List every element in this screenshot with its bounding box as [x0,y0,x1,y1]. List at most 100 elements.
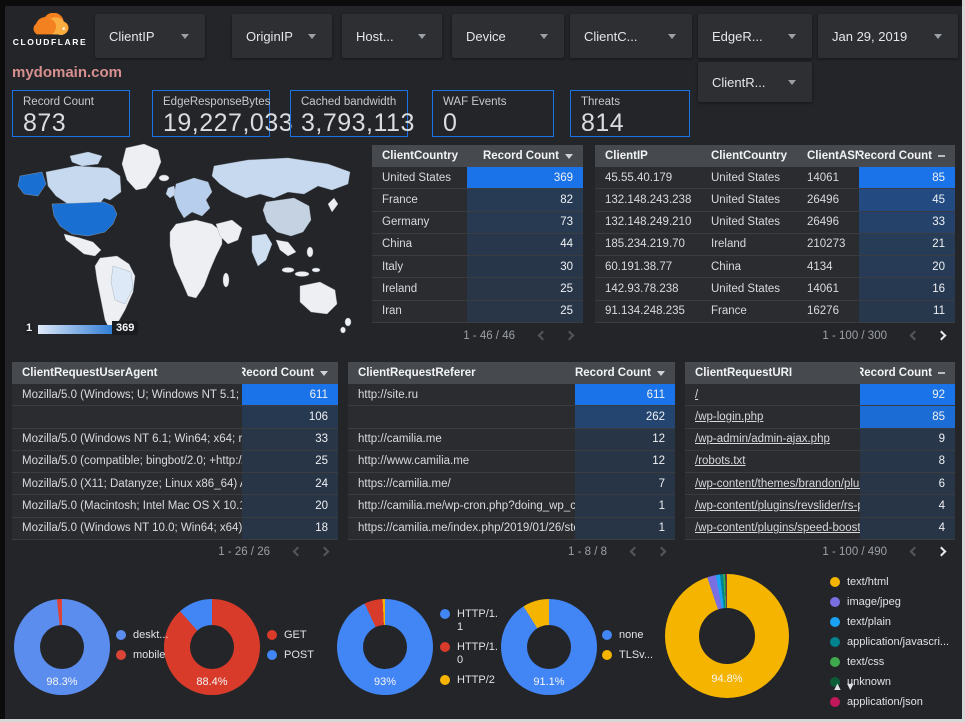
map-region-russia[interactable] [211,157,351,199]
column-header[interactable]: Record Count [860,367,955,379]
table-row[interactable]: 142.93.78.238 United States 14061 16 [595,278,955,301]
table-row[interactable]: Germany 73 [372,211,583,234]
table-row[interactable]: https://camilia.me/7 [348,473,675,496]
table-row[interactable]: http://camilia.me 12 [348,428,675,451]
column-header[interactable]: Record Count [859,150,955,162]
table-row[interactable]: http://site.ru 611 [348,384,675,407]
map-region-uk-ireland[interactable] [165,185,177,199]
table-row[interactable]: France 82 [372,189,583,212]
column-header[interactable]: ClientASN [807,150,859,162]
table-row[interactable]: United States 369 [372,167,583,190]
column-header[interactable]: ClientCountry [382,150,459,162]
table-row[interactable]: Mozilla/5.0 (X11; Datanyze; Linux x86_64… [12,473,338,496]
table-row[interactable]: /wp-content/plugins/speed-booste... 4 [685,517,955,540]
uri-link[interactable]: /wp-login.php [695,410,764,423]
chevron-right-icon[interactable] [564,330,575,341]
table-row[interactable]: Mozilla/5.0 (Windows; U; Windows NT 5.1;… [12,384,338,407]
table-row[interactable]: 91.134.248.235 France 16276 11 [595,300,955,323]
column-header[interactable]: ClientRequestReferer [358,367,476,379]
table-row[interactable]: / 92 [685,384,955,407]
uri-link[interactable]: /robots.txt [695,455,746,468]
chevron-left-icon[interactable] [629,546,640,557]
table-row[interactable]: http://camilia.me/wp-cron.php?doing_wp_c… [348,495,675,518]
table-row[interactable]: Mozilla/5.0 (Windows NT 10.0; Win64; x64… [12,517,338,540]
date-filter[interactable]: Jan 29, 2019 [818,14,958,58]
table-row[interactable]: /wp-content/plugins/revslider/rs-p... 4 [685,495,955,518]
map-region-madagascar[interactable] [222,272,230,288]
map-region-indonesia-2[interactable] [294,271,310,277]
uri-link[interactable]: / [695,388,699,401]
table-row[interactable]: Mozilla/5.0 (Macintosh; Intel Mac OS X 1… [12,495,338,518]
map-region-indonesia-1[interactable] [281,267,295,273]
column-header[interactable]: ClientCountry [711,150,788,162]
map-region-mexico[interactable] [63,233,102,257]
map-region-philippines[interactable] [306,246,314,258]
table-row[interactable]: Iran 25 [372,300,583,323]
world-map[interactable] [10,142,372,346]
table-row[interactable]: Mozilla/5.0 (Windows NT 6.1; Win64; x64;… [12,428,338,451]
uri-link[interactable]: /wp-admin/admin-ajax.php [695,433,830,446]
filter-originip[interactable]: OriginIP [232,14,332,58]
filter-clientrequest[interactable]: ClientR... [698,62,812,102]
protocol-donut-chart[interactable]: 93% [337,599,433,695]
table-row[interactable]: 262 [348,406,675,429]
method-donut-chart[interactable]: 88.4% [164,599,260,695]
uri-link[interactable]: /wp-content/themes/brandon/plu... [695,477,860,490]
map-region-china[interactable] [262,197,312,237]
content-type-donut-chart[interactable]: 94.8% [665,574,789,698]
chevron-left-icon[interactable] [292,546,303,557]
map-region-middle-east[interactable] [215,219,243,245]
tls-donut-chart[interactable]: 91.1% [501,599,597,695]
table-row[interactable]: 132.148.249.210 United States 26496 33 [595,211,955,234]
table-row[interactable]: 60.191.38.77 China 4134 20 [595,256,955,279]
table-row[interactable]: Ireland 25 [372,278,583,301]
table-row[interactable]: /wp-admin/admin-ajax.php 9 [685,428,955,451]
device-donut-chart[interactable]: 98.3% [14,599,110,695]
chevron-left-icon[interactable] [909,546,920,557]
column-header[interactable]: ClientIP [605,150,648,162]
map-region-iceland[interactable] [158,174,170,182]
map-region-new-zealand-1[interactable] [344,317,352,327]
column-header[interactable]: Record Count [575,367,675,379]
legend-scroll-up-icon[interactable]: ▲ [832,681,845,693]
table-row[interactable]: 45.55.40.179 United States 14061 85 [595,167,955,190]
map-region-new-zealand-2[interactable] [340,326,346,334]
table-row[interactable]: Mozilla/5.0 (compatible; bingbot/2.0; +h… [12,450,338,474]
column-header[interactable]: Record Count [467,150,583,162]
table-row[interactable]: /wp-content/themes/brandon/plu... 6 [685,473,955,496]
table-row[interactable]: 106 [12,406,338,429]
map-region-africa[interactable] [169,219,223,299]
map-region-india[interactable] [251,233,273,267]
map-region-canadian-islands[interactable] [69,151,103,167]
map-region-australia[interactable] [299,281,338,315]
table-row[interactable]: http://www.camilia.me 12 [348,450,675,474]
column-header[interactable]: ClientRequestURI [695,367,793,379]
chevron-right-icon[interactable] [319,546,330,557]
filter-device[interactable]: Device [452,14,564,58]
chevron-right-icon[interactable] [936,546,947,557]
table-row[interactable]: https://camilia.me/index.php/2019/01/26/… [348,517,675,540]
chevron-left-icon[interactable] [537,330,548,341]
chevron-right-icon[interactable] [936,330,947,341]
filter-host[interactable]: Host... [342,14,442,58]
map-region-usa[interactable] [51,201,118,237]
map-region-japan[interactable] [327,197,339,213]
table-row[interactable]: China 44 [372,233,583,257]
table-row[interactable]: 185.234.219.70 Ireland 210273 21 [595,233,955,257]
chevron-left-icon[interactable] [909,330,920,341]
map-region-indonesia-3[interactable] [311,267,321,273]
filter-clientip[interactable]: ClientIP [95,14,205,58]
column-header[interactable]: ClientRequestUserAgent [22,367,158,379]
table-row[interactable]: /robots.txt 8 [685,450,955,474]
chevron-right-icon[interactable] [656,546,667,557]
table-row[interactable]: /wp-login.php 85 [685,406,955,429]
map-region-europe[interactable] [173,177,213,219]
filter-edgeresponse[interactable]: EdgeR... [698,14,812,58]
table-row[interactable]: Italy 30 [372,256,583,279]
column-header[interactable]: Record Count [242,367,338,379]
map-region-southeast-asia[interactable] [275,239,297,257]
map-region-canada[interactable] [45,165,122,207]
map-region-brazil[interactable] [110,265,134,305]
map-region-greenland[interactable] [121,143,162,191]
filter-clientcountry[interactable]: ClientC... [570,14,692,58]
